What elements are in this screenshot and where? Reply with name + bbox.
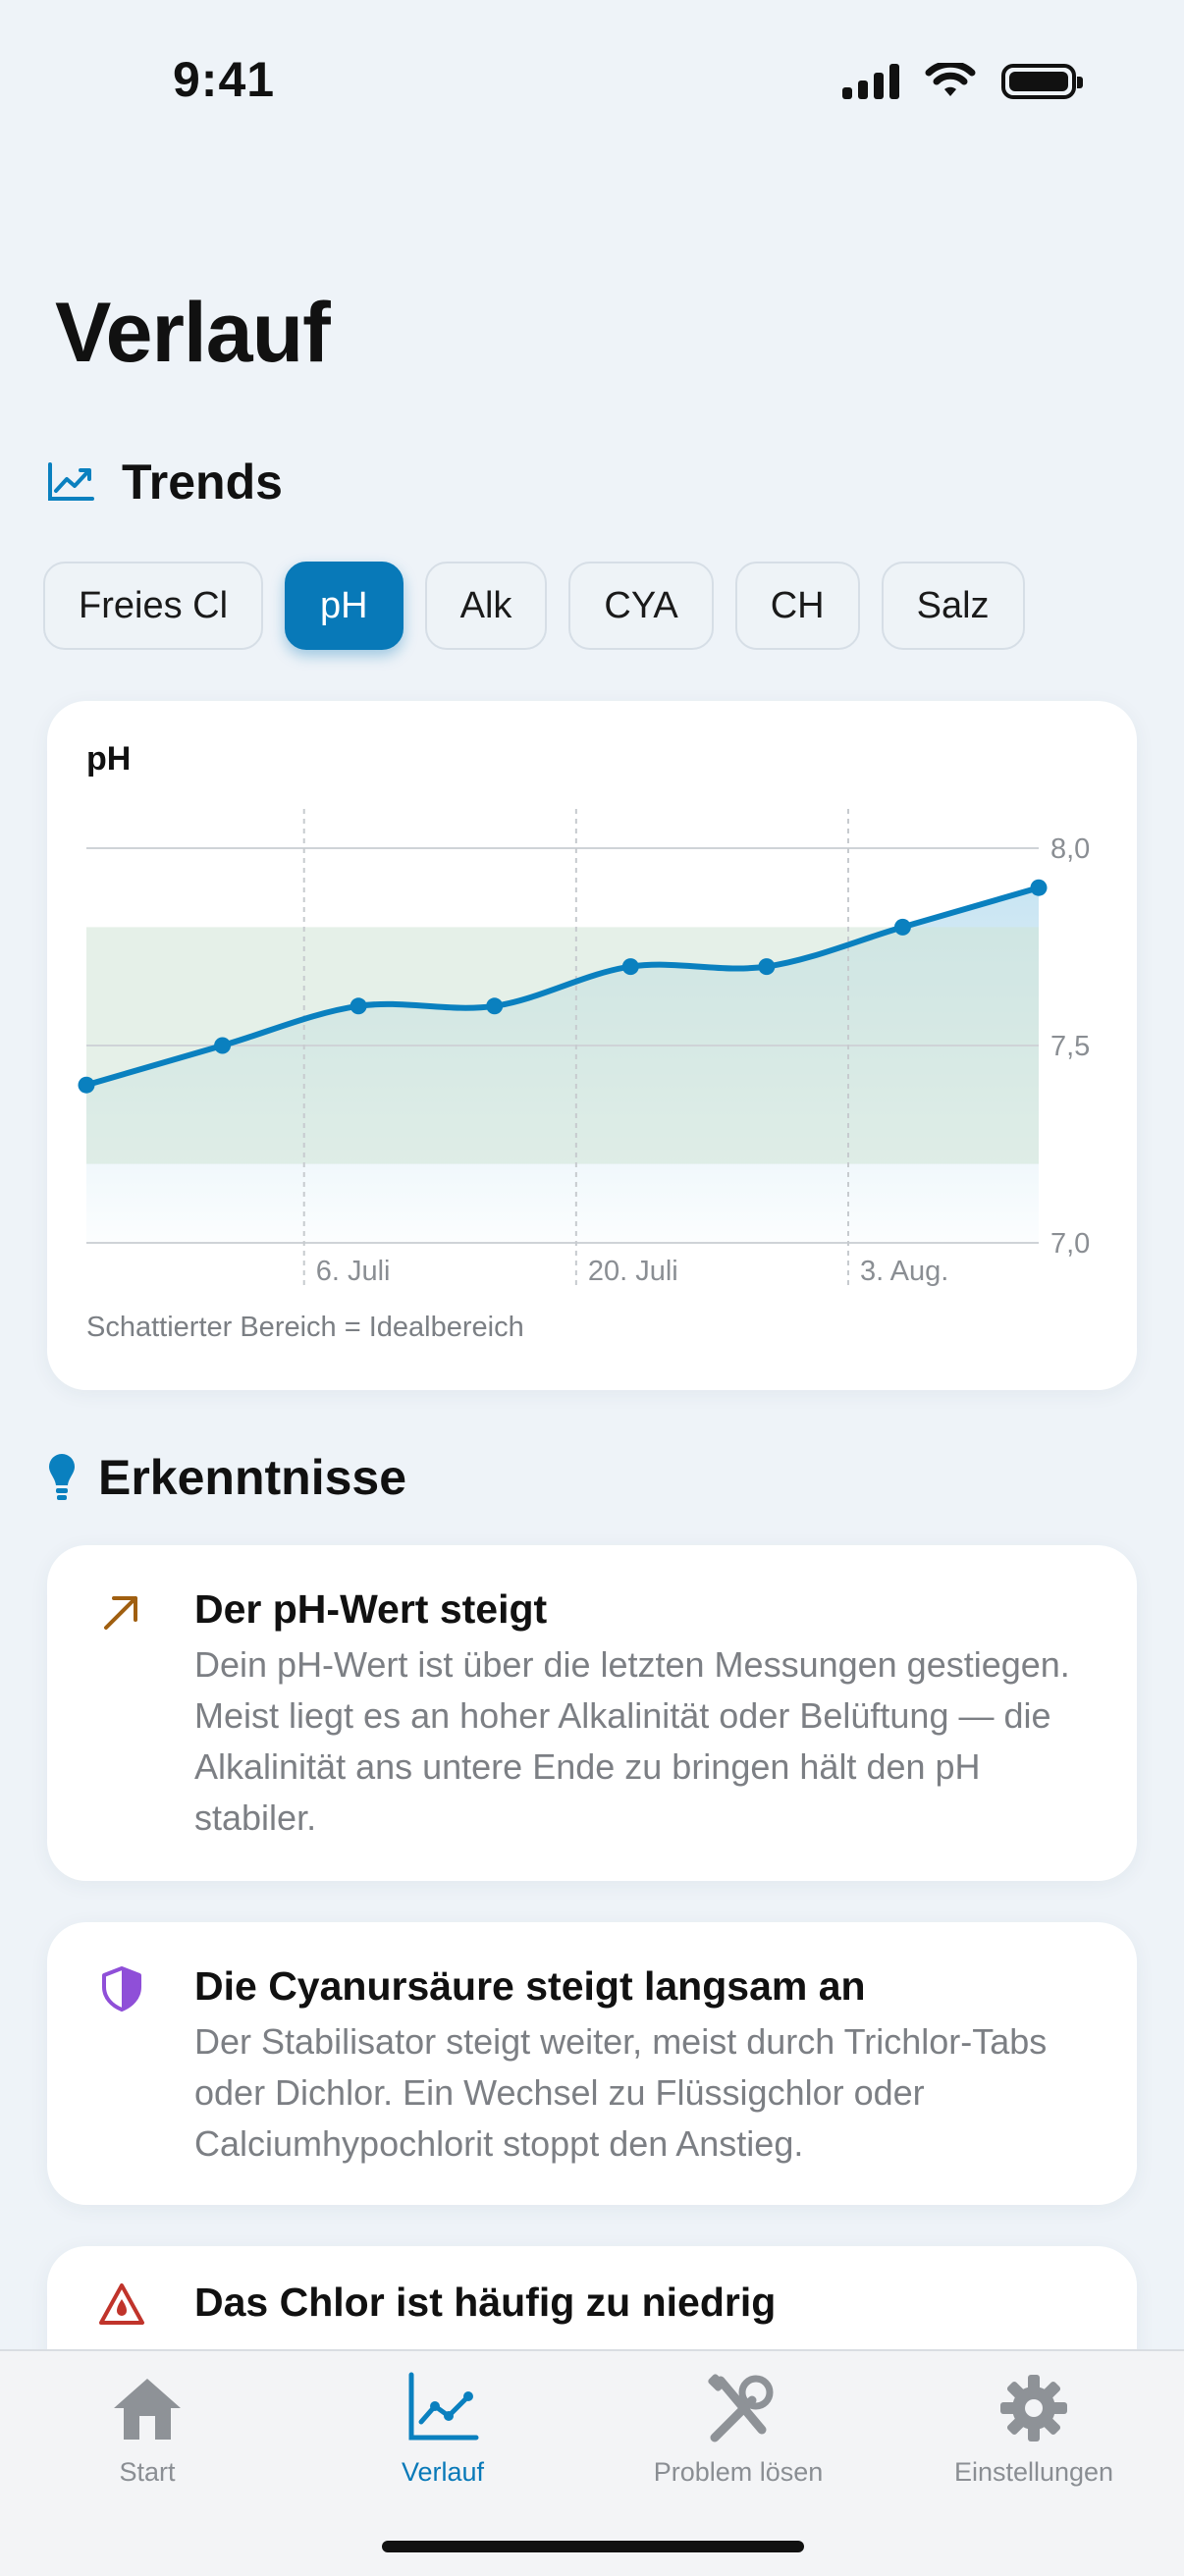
insight-card[interactable]: Der pH-Wert steigt Dein pH-Wert ist über… (47, 1545, 1137, 1881)
insights-title: Erkenntnisse (98, 1450, 407, 1505)
chart-card: pH 8,0 7,5 7,0 6. Juli 20. Juli 3. Aug. Schat… (47, 701, 1137, 1390)
x-tick-label: 6. Juli (316, 1256, 391, 1287)
chart-note: Schattierter Bereich = Idealbereich (86, 1312, 524, 1343)
warning-drop-icon (99, 2283, 144, 2325)
data-point (486, 997, 504, 1015)
wifi-icon (925, 63, 976, 96)
trend-chart-icon (48, 462, 94, 501)
trends-title: Trends (122, 455, 283, 510)
x-tick-label: 20. Juli (588, 1256, 678, 1287)
status-bar: 9:41 (0, 0, 1184, 137)
chip-salz[interactable]: Salz (881, 562, 1025, 650)
tab-verlauf[interactable]: Verlauf (296, 2371, 590, 2488)
y-tick-label: 7,0 (1050, 1228, 1090, 1260)
insight-title: Die Cyanursäure steigt langsam an (194, 1963, 866, 2009)
insight-card[interactable]: Die Cyanursäure steigt langsam an Der St… (47, 1922, 1137, 2205)
insight-body: Der Stabilisator steigt weiter, meist du… (194, 2021, 1048, 2164)
data-point (78, 1076, 95, 1094)
status-icons (842, 63, 1083, 100)
shield-icon (102, 1966, 141, 2012)
chart-title: pH (86, 740, 132, 778)
gear-icon (1000, 2375, 1067, 2442)
status-time: 9:41 (173, 52, 276, 107)
chip-ch[interactable]: CH (734, 562, 860, 650)
data-point (893, 918, 911, 936)
insight-title: Das Chlor ist häufig zu niedrig (194, 2280, 777, 2325)
page-title: Verlauf (55, 286, 331, 380)
y-tick-label: 7,5 (1050, 1031, 1090, 1062)
insight-title: Der pH-Wert steigt (194, 1586, 548, 1632)
house-icon (114, 2379, 181, 2440)
y-tick-label: 8,0 (1050, 833, 1090, 865)
chip-cya[interactable]: CYA (568, 562, 714, 650)
ph-line-chart: 8,0 7,5 7,0 6. Juli 20. Juli 3. Aug. (78, 809, 1090, 1287)
tab-bar: Start Verlauf Problem lösen (0, 2349, 1184, 2576)
insight-body: Dein pH-Wert ist über die letzten Messun… (194, 1644, 1070, 1838)
tab-label: Verlauf (401, 2457, 485, 2487)
tab-label: Einstellungen (953, 2457, 1114, 2487)
data-point (214, 1037, 232, 1054)
data-point (1030, 879, 1048, 896)
lightbulb-icon (49, 1454, 75, 1500)
tab-label: Start (119, 2457, 176, 2487)
tab-label: Problem lösen (653, 2457, 824, 2487)
trends-header: Trends (47, 454, 283, 510)
insights-header: Erkenntnisse (47, 1449, 406, 1506)
tools-icon (708, 2374, 774, 2442)
ph-series-line (83, 885, 1042, 1089)
data-point (758, 958, 776, 976)
chip-ph[interactable]: pH (285, 562, 404, 650)
chip-alk[interactable]: Alk (424, 562, 548, 650)
parameter-chips: Freies Cl pH Alk CYA CH Salz (43, 562, 1025, 650)
tab-einstellungen[interactable]: Einstellungen (887, 2371, 1181, 2488)
tab-start[interactable]: Start (0, 2371, 295, 2488)
tab-problem-loesen[interactable]: Problem lösen (591, 2371, 886, 2488)
data-point (350, 997, 367, 1015)
data-point (621, 958, 639, 976)
home-indicator (382, 2541, 804, 2552)
chip-freies-cl[interactable]: Freies Cl (43, 562, 264, 650)
arrow-up-right-icon (104, 1596, 137, 1630)
x-tick-label: 3. Aug. (860, 1256, 948, 1287)
chart-icon (408, 2372, 479, 2441)
cellular-signal-icon (842, 64, 899, 99)
battery-icon (1001, 64, 1083, 99)
